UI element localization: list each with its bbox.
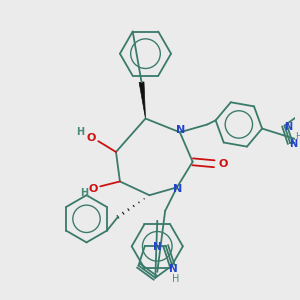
Text: O: O [218, 159, 228, 169]
Text: N: N [169, 265, 178, 275]
Text: H: H [76, 127, 85, 137]
Text: N: N [284, 122, 292, 132]
Text: N: N [176, 125, 185, 135]
Polygon shape [139, 82, 146, 118]
Text: H: H [295, 132, 300, 141]
Text: N: N [173, 184, 182, 194]
Text: H: H [172, 274, 180, 284]
Text: N: N [289, 139, 297, 149]
Text: O: O [87, 133, 96, 143]
Text: O: O [89, 184, 98, 194]
Text: H: H [80, 188, 88, 198]
Text: N: N [154, 242, 162, 252]
